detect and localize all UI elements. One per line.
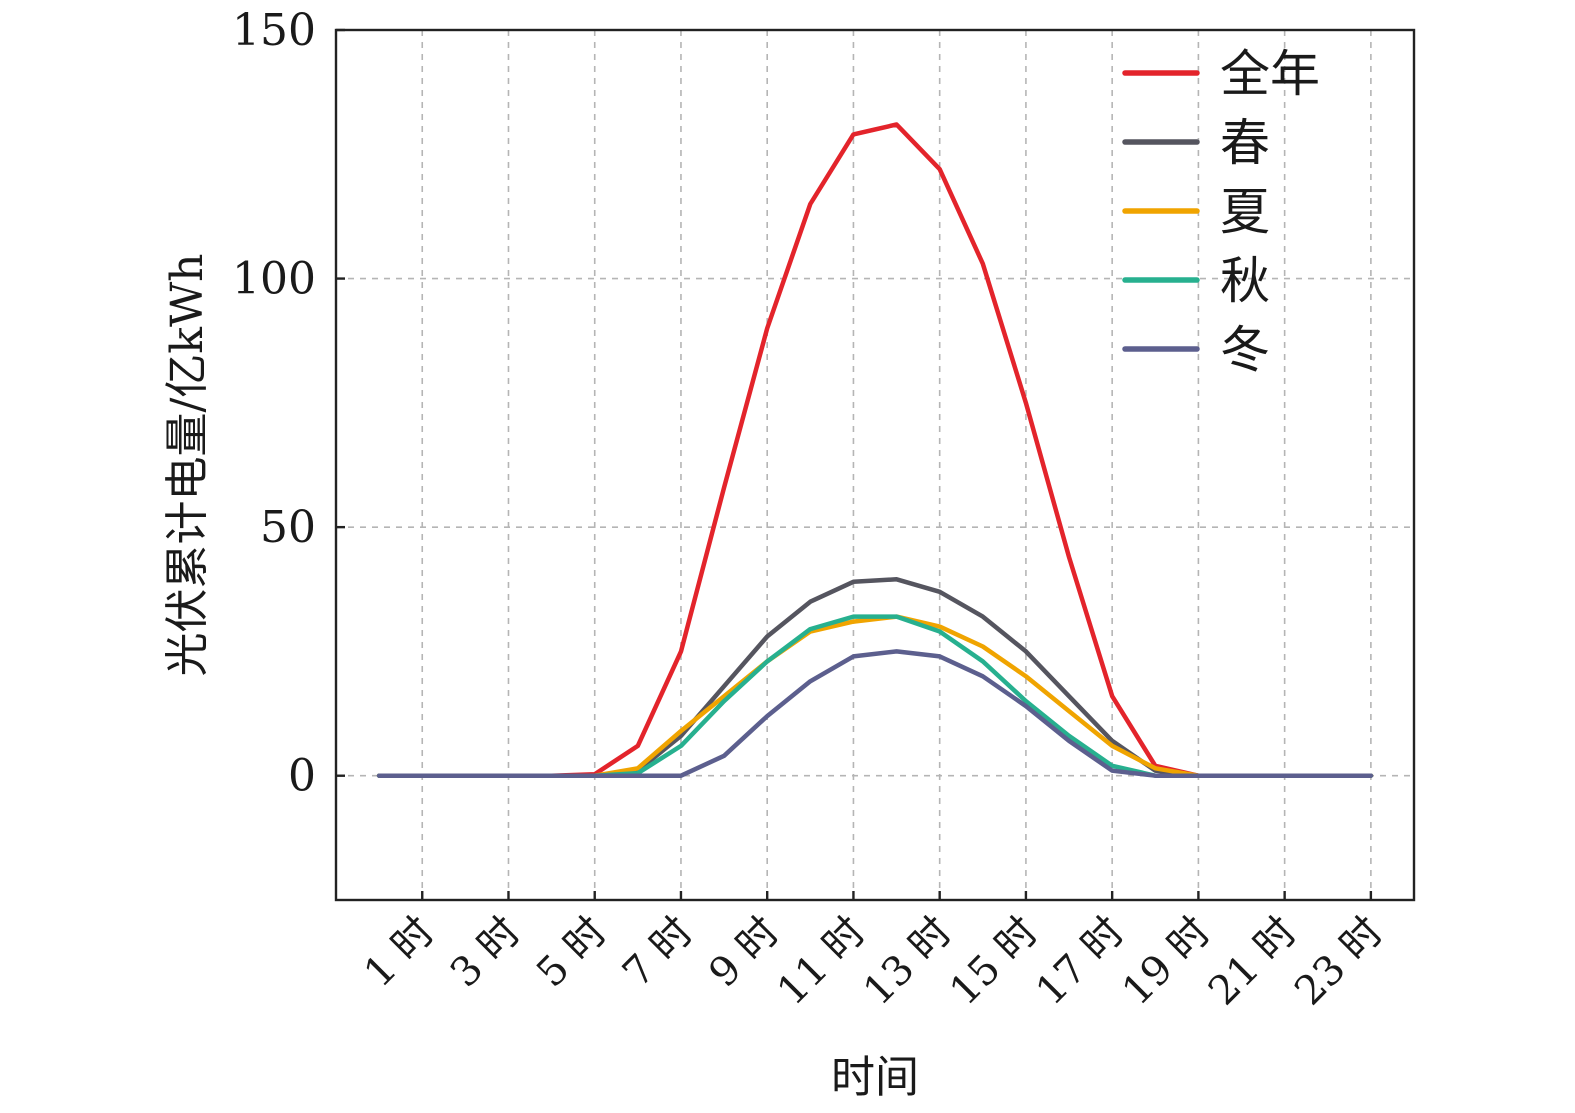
legend-label: 春 (1220, 114, 1270, 172)
y-tick-label: 0 (288, 751, 316, 802)
x-tick-label: 3 时 (442, 909, 530, 997)
y-axis-title: 光伏累计电量/亿kWh (162, 253, 213, 676)
x-tick-label: 15 时 (941, 909, 1047, 1015)
x-tick-label: 23 时 (1286, 909, 1392, 1015)
x-tick-labels: 1 时3 时5 时7 时9 时11 时13 时15 时17 时19 时21 时2… (356, 909, 1392, 1015)
legend-label: 夏 (1220, 183, 1270, 241)
y-tick-labels: 0 50 100 150 (232, 5, 316, 802)
series-line-春 (376, 577, 1374, 778)
series-line-冬 (376, 649, 1374, 778)
axis-ticks (336, 28, 1373, 900)
y-tick-label: 50 (260, 502, 316, 553)
x-tick-label: 5 时 (528, 909, 616, 997)
x-tick-label: 17 时 (1027, 909, 1133, 1015)
series-line-秋 (376, 614, 1374, 778)
x-tick-label: 1 时 (356, 909, 444, 997)
series-lines (376, 122, 1374, 778)
x-axis-title: 时间 (831, 1052, 919, 1103)
x-tick-label: 13 时 (855, 909, 961, 1015)
y-tick-label: 150 (232, 5, 316, 56)
legend-label: 冬 (1220, 321, 1270, 379)
x-tick-label: 11 时 (769, 909, 875, 1015)
y-tick-label: 100 (232, 254, 316, 305)
plot-frame (334, 28, 1416, 902)
legend-label: 全年 (1220, 45, 1320, 103)
x-tick-label: 19 时 (1114, 909, 1220, 1015)
x-tick-label: 21 时 (1200, 909, 1306, 1015)
grid (336, 30, 1414, 900)
series-line-夏 (376, 614, 1374, 778)
x-tick-label: 7 时 (614, 909, 702, 997)
legend-label: 秋 (1220, 252, 1270, 310)
